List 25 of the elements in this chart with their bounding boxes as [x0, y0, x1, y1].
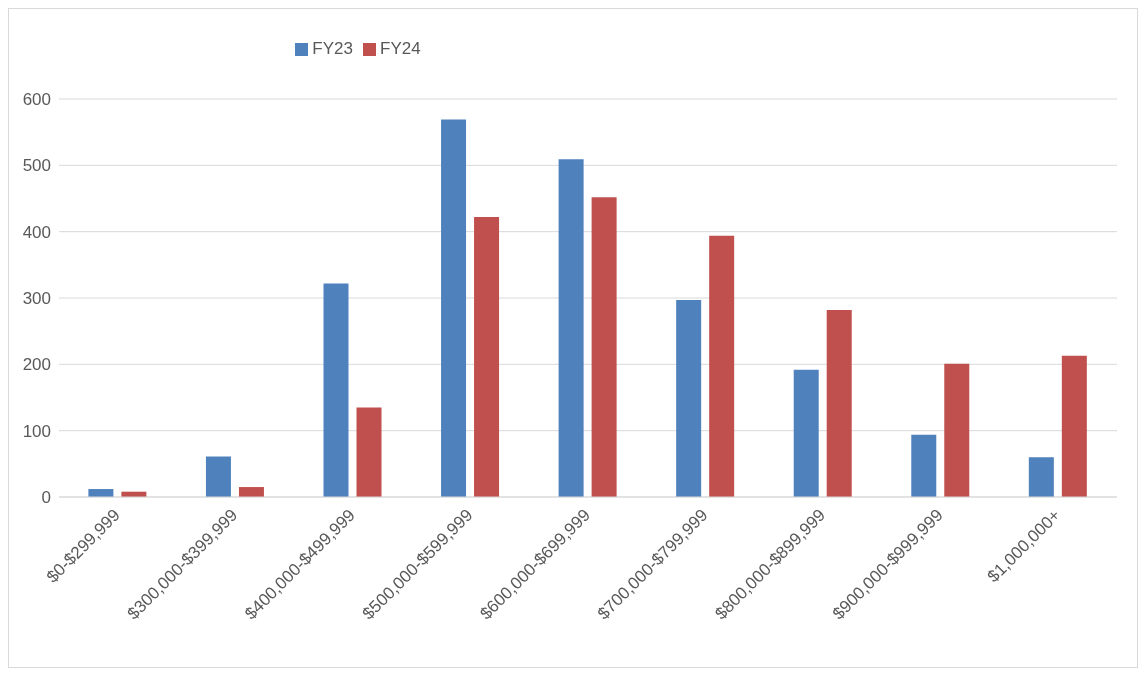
bar [205, 456, 231, 497]
legend-label: FY23 [312, 39, 353, 58]
y-tick-label: 200 [22, 355, 51, 375]
y-tick-label: 100 [22, 421, 51, 441]
bar [238, 487, 264, 497]
y-tick-label: 300 [22, 289, 51, 309]
bar [793, 369, 819, 497]
bar [474, 217, 500, 497]
legend-label: FY24 [380, 39, 421, 58]
bar [1061, 355, 1087, 497]
bar [709, 235, 735, 497]
y-tick-label: 600 [22, 90, 51, 110]
y-tick-label: 500 [22, 156, 51, 176]
bar [323, 283, 349, 497]
bar [441, 119, 467, 497]
bar [911, 434, 937, 497]
bar [944, 363, 970, 497]
y-tick-label: 0 [41, 488, 51, 508]
bar [826, 309, 852, 497]
bar [356, 407, 382, 497]
bar [676, 299, 702, 497]
bar [591, 197, 617, 497]
bar [1028, 457, 1054, 497]
bar [558, 159, 584, 497]
y-tick-label: 400 [22, 222, 51, 242]
